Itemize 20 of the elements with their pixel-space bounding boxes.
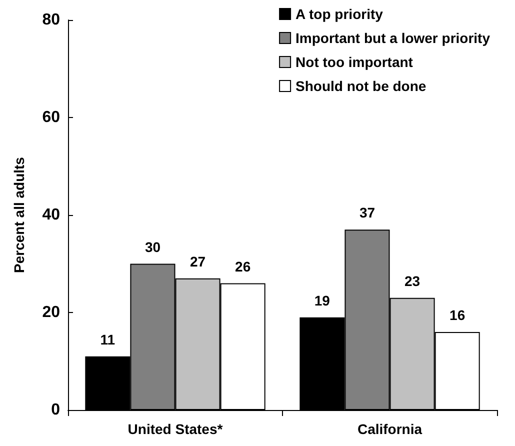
legend-label: Not too important xyxy=(296,54,414,70)
data-label: 23 xyxy=(404,272,420,289)
data-label: 37 xyxy=(359,204,376,221)
y-tick-label: 80 xyxy=(42,12,60,28)
data-label: 19 xyxy=(314,292,330,308)
legend-label: Important but a lower priority xyxy=(296,30,490,46)
data-label: 30 xyxy=(144,238,161,255)
x-tick-label: California xyxy=(357,421,422,437)
data-label: 11 xyxy=(100,331,116,348)
y-tick-label: 60 xyxy=(42,109,60,126)
y-tick-label: 0 xyxy=(51,402,60,418)
legend-label: A top priority xyxy=(296,6,384,22)
y-tick-label: 40 xyxy=(42,206,60,224)
data-label: 16 xyxy=(450,307,466,323)
data-label: 27 xyxy=(190,253,206,270)
data-label: 26 xyxy=(235,258,251,274)
x-tick-label: United States* xyxy=(128,421,224,437)
y-axis-title: Percent all adults xyxy=(11,156,27,273)
y-tick-label: 20 xyxy=(42,304,60,321)
legend-label: Should not be done xyxy=(296,78,426,94)
